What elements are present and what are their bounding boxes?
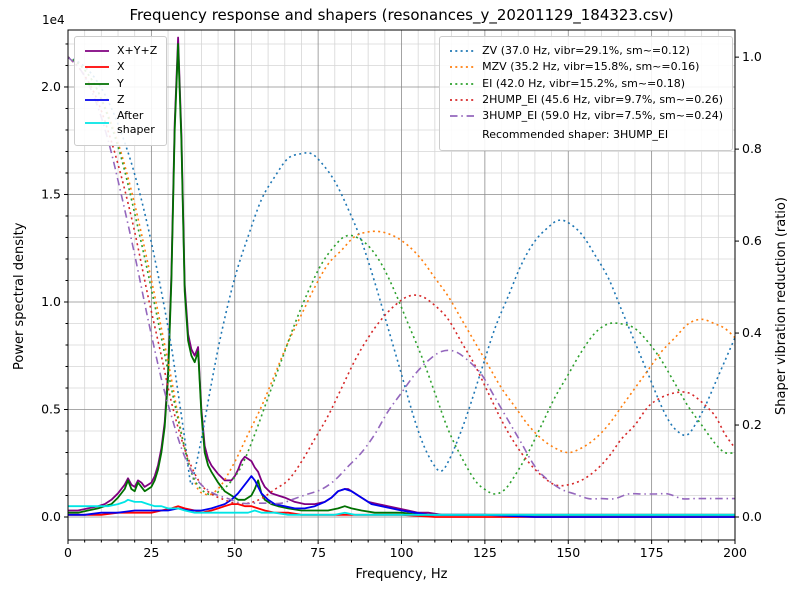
psd-curve-y xyxy=(68,43,735,516)
legend-item-2hump-ei: 2HUMP_EI (45.6 Hz, vibr=9.7%, sm~=0.26) xyxy=(449,93,723,107)
legend-label-zv: ZV (37.0 Hz, vibr=29.1%, sm~=0.12) xyxy=(482,44,690,57)
svg-text:125: 125 xyxy=(473,545,497,560)
legend-label-z: Z xyxy=(117,92,125,106)
legend-item-recommended-shaper: Recommended shaper: 3HUMP_EI xyxy=(449,128,723,142)
legend-blank-handle xyxy=(449,133,475,139)
svg-text:0.2: 0.2 xyxy=(742,417,762,432)
legend-item-x: X xyxy=(84,60,157,74)
shaper-curve-ei xyxy=(68,56,735,496)
psd-curve-after-shaper xyxy=(68,498,735,516)
tick-labels: 0 25 50 75 100 125 150 175 200 0.0 0.5 1.0 1.5 2.0 0.0… xyxy=(41,49,762,560)
legend-label-after-shaper: After shaper xyxy=(117,109,155,137)
svg-text:1.0: 1.0 xyxy=(742,49,762,64)
legend-line-3hump-ei xyxy=(450,115,475,118)
legend-line-y xyxy=(85,82,109,85)
legend-line-zv xyxy=(450,50,475,53)
psd-curve-xyz xyxy=(68,36,735,516)
legend-line-xyz xyxy=(85,50,109,53)
svg-text:0.0: 0.0 xyxy=(742,509,762,524)
legend-label-2hump-ei: 2HUMP_EI (45.6 Hz, vibr=9.7%, sm~=0.26) xyxy=(482,92,723,106)
left-axis-scale-label: 1e4 xyxy=(42,13,65,27)
psd-legend: X+Y+Z X Y Z After shaper xyxy=(74,36,168,146)
svg-text:0.4: 0.4 xyxy=(742,325,762,340)
x-axis-label: Frequency, Hz xyxy=(355,567,448,582)
legend-label-xyz: X+Y+Z xyxy=(117,44,158,57)
legend-item-ei: EI (42.0 Hz, vibr=15.2%, sm~=0.18) xyxy=(449,77,723,91)
legend-line-x xyxy=(85,66,109,69)
svg-text:0.6: 0.6 xyxy=(742,233,762,248)
svg-text:0.8: 0.8 xyxy=(742,141,762,156)
svg-text:175: 175 xyxy=(640,545,664,560)
legend-label-y: Y xyxy=(117,76,124,90)
svg-text:0.5: 0.5 xyxy=(41,401,61,416)
legend-label-3hump-ei: 3HUMP_EI (59.0 Hz, vibr=7.5%, sm~=0.24) xyxy=(482,109,723,123)
legend-item-zv: ZV (37.0 Hz, vibr=29.1%, sm~=0.12) xyxy=(449,44,723,58)
svg-text:50: 50 xyxy=(227,545,243,560)
svg-text:1.5: 1.5 xyxy=(41,186,61,201)
chart-title: Frequency response and shapers (resonanc… xyxy=(129,6,674,24)
ticks xyxy=(64,43,739,544)
svg-text:150: 150 xyxy=(556,545,580,560)
legend-line-mzv xyxy=(450,66,475,69)
legend-item-y: Y xyxy=(84,77,157,91)
series-group xyxy=(68,36,735,518)
legend-line-ei xyxy=(450,82,475,85)
svg-text:100: 100 xyxy=(390,545,414,560)
legend-item-xyz: X+Y+Z xyxy=(84,44,157,58)
svg-text:0: 0 xyxy=(64,545,72,560)
legend-label-x: X xyxy=(117,60,125,74)
recommended-shaper-label: Recommended shaper: 3HUMP_EI xyxy=(482,128,669,142)
shaper-curve-2hump-ei xyxy=(68,56,735,505)
shaper-curve-mzv xyxy=(68,56,735,496)
legend-label-mzv: MZV (35.2 Hz, vibr=15.8%, sm~=0.16) xyxy=(482,60,700,74)
svg-text:0.0: 0.0 xyxy=(41,509,61,524)
legend-item-z: Z xyxy=(84,93,157,107)
legend-item-mzv: MZV (35.2 Hz, vibr=15.8%, sm~=0.16) xyxy=(449,60,723,74)
legend-line-after-shaper xyxy=(85,122,109,125)
shaper-curve-3hump-ei xyxy=(68,56,735,505)
svg-text:200: 200 xyxy=(723,545,747,560)
svg-text:75: 75 xyxy=(310,545,326,560)
svg-text:2.0: 2.0 xyxy=(41,79,61,94)
legend-item-3hump-ei: 3HUMP_EI (59.0 Hz, vibr=7.5%, sm~=0.24) xyxy=(449,109,723,123)
shaper-curve-zv xyxy=(68,56,735,486)
legend-line-z xyxy=(85,99,109,101)
shaper-legend: ZV (37.0 Hz, vibr=29.1%, sm~=0.12) MZV (3… xyxy=(439,36,733,151)
legend-line-2hump-ei xyxy=(450,99,475,101)
legend-item-after-shaper: After shaper xyxy=(84,109,157,138)
svg-text:1.0: 1.0 xyxy=(41,294,61,309)
legend-label-ei: EI (42.0 Hz, vibr=15.2%, sm~=0.18) xyxy=(482,76,686,90)
svg-text:25: 25 xyxy=(143,545,159,560)
